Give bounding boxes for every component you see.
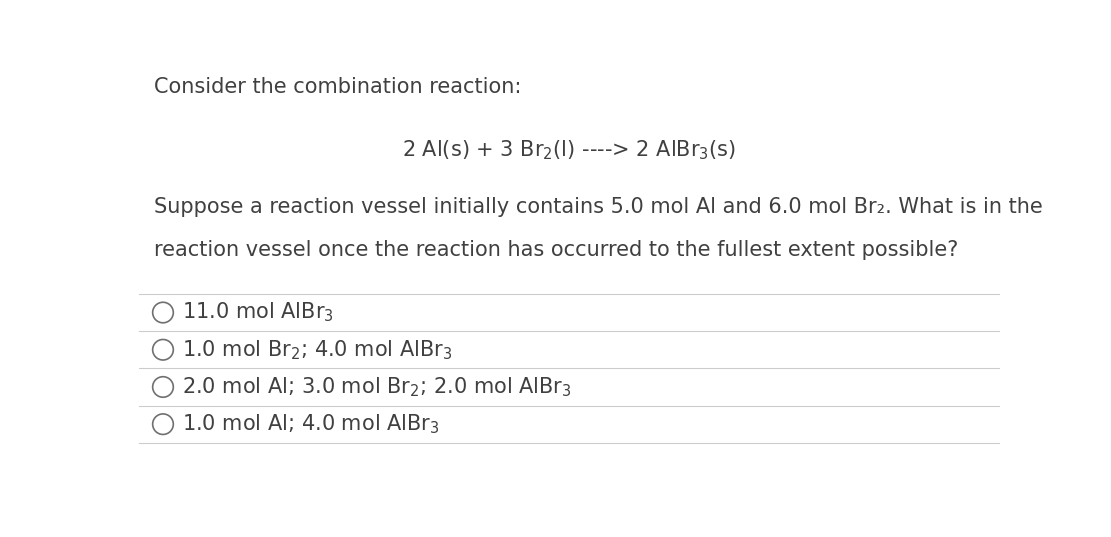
Text: 1.0 mol Al; 4.0 mol AlBr$_3$: 1.0 mol Al; 4.0 mol AlBr$_3$ [182, 412, 440, 436]
Text: Consider the combination reaction:: Consider the combination reaction: [154, 77, 522, 97]
Text: 2 Al(s) + 3 Br$_2$(l) ----> 2 AlBr$_3$(s): 2 Al(s) + 3 Br$_2$(l) ----> 2 AlBr$_3$(s… [402, 139, 737, 163]
Text: reaction vessel once the reaction has occurred to the fullest extent possible?: reaction vessel once the reaction has oc… [154, 240, 959, 260]
Text: Suppose a reaction vessel initially contains 5.0 mol Al and 6.0 mol Br₂. What is: Suppose a reaction vessel initially cont… [154, 197, 1043, 217]
Text: 2.0 mol Al; 3.0 mol Br$_2$; 2.0 mol AlBr$_3$: 2.0 mol Al; 3.0 mol Br$_2$; 2.0 mol AlBr… [182, 375, 572, 399]
Text: 11.0 mol AlBr$_3$: 11.0 mol AlBr$_3$ [182, 301, 333, 324]
Text: 1.0 mol Br$_2$; 4.0 mol AlBr$_3$: 1.0 mol Br$_2$; 4.0 mol AlBr$_3$ [182, 338, 452, 361]
